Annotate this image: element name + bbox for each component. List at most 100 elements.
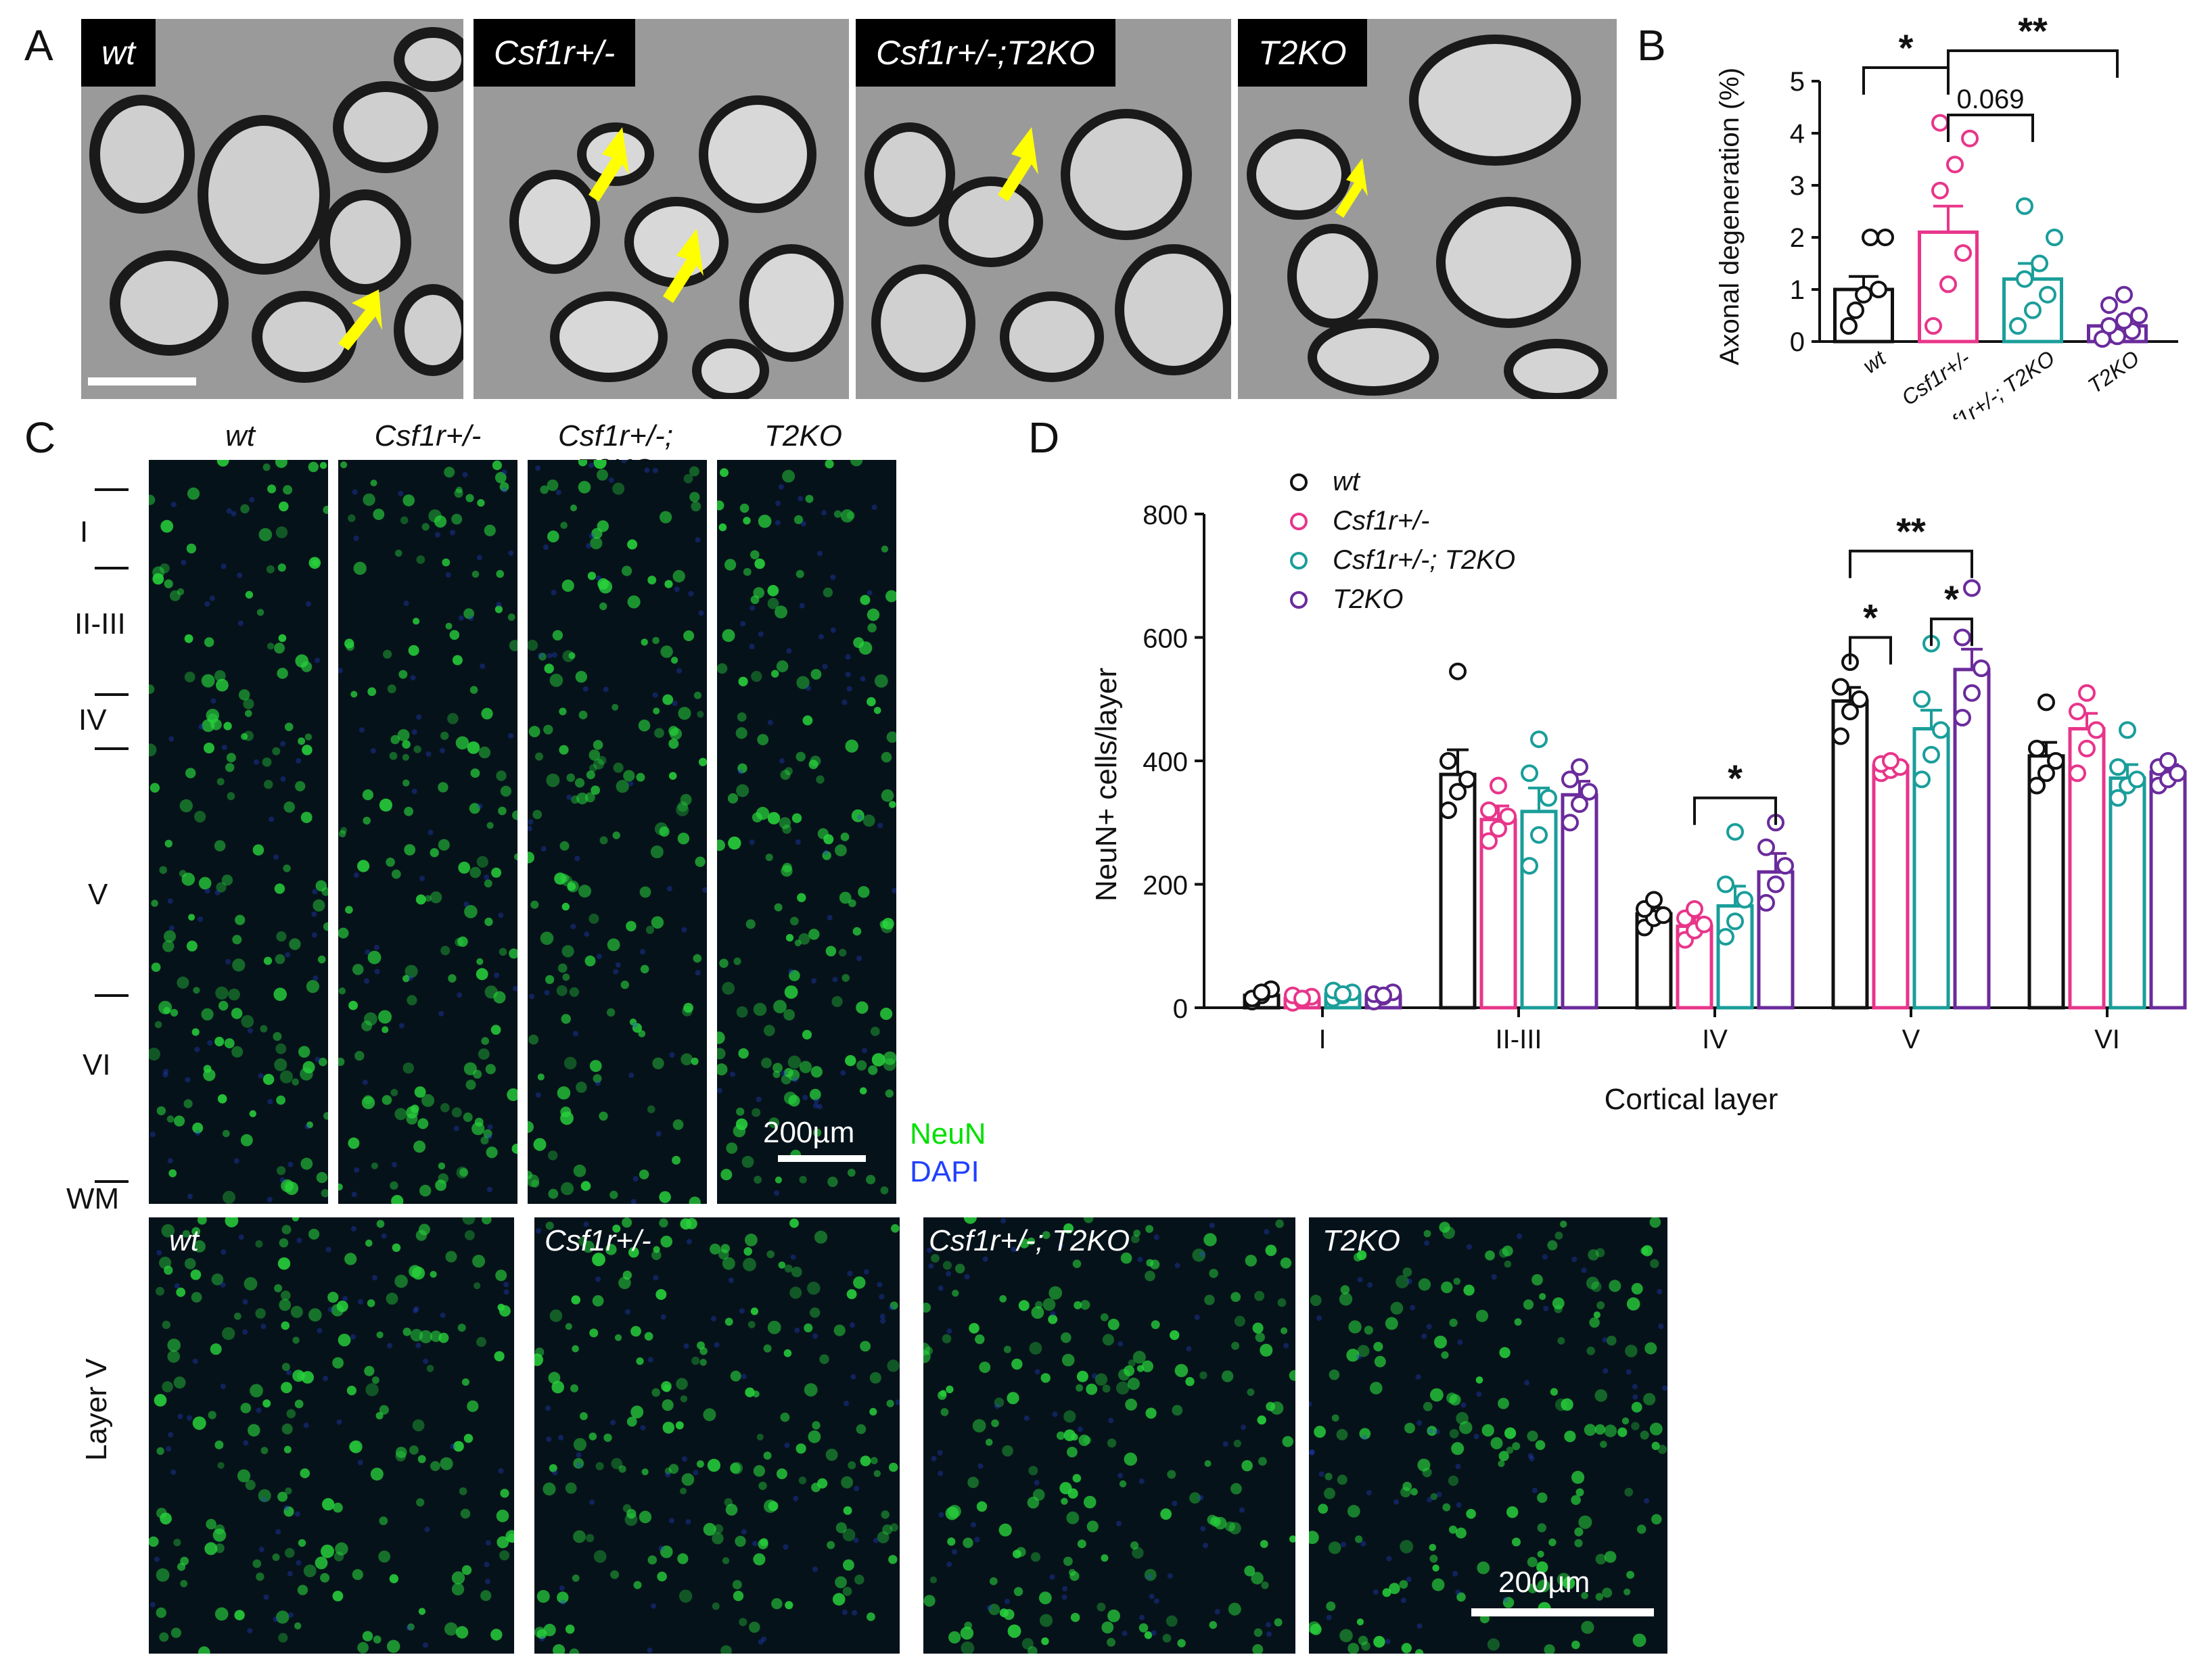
- dapi-nucleus: [237, 620, 244, 626]
- dapi-nucleus: [1214, 1609, 1220, 1614]
- neun-cell: [1523, 1299, 1534, 1310]
- dapi-nucleus: [1424, 1240, 1429, 1246]
- neun-cell: [1245, 1255, 1257, 1267]
- dapi-nucleus: [850, 1374, 856, 1380]
- em-label-csf1r: Csf1r+/-: [474, 19, 636, 87]
- neun-cell: [1550, 1388, 1558, 1396]
- neun-cell: [402, 1063, 414, 1074]
- dapi-nucleus: [539, 1636, 545, 1642]
- neun-cell: [1124, 1365, 1135, 1376]
- neun-cell: [362, 1631, 373, 1641]
- neun-cell: [292, 1217, 299, 1221]
- neun-cell: [1145, 1407, 1157, 1419]
- neun-cell: [890, 1301, 898, 1310]
- data-point: [1645, 891, 1663, 909]
- neun-cell: [203, 1069, 216, 1081]
- dapi-nucleus: [788, 968, 794, 975]
- neun-cell: [1355, 1535, 1363, 1543]
- layer-v-row-label: Layer V: [80, 1358, 113, 1461]
- dapi-nucleus: [552, 1470, 558, 1476]
- neun-cell: [741, 1156, 754, 1168]
- neun-cell: [881, 545, 889, 553]
- neun-cell: [871, 1053, 885, 1067]
- dapi-nucleus: [1138, 1478, 1145, 1485]
- dapi-nucleus: [758, 1639, 764, 1645]
- neun-cell: [323, 505, 328, 514]
- neun-cell: [166, 1115, 175, 1123]
- dapi-nucleus: [1309, 1401, 1312, 1407]
- neun-cell: [733, 957, 741, 965]
- neun-cell: [750, 1307, 758, 1315]
- dapi-nucleus: [761, 1636, 767, 1642]
- neun-cell: [1389, 1583, 1400, 1594]
- neun-cell: [170, 1008, 179, 1017]
- cortex-image-t2ko: [717, 460, 896, 1204]
- neun-cell: [402, 494, 415, 507]
- neun-cell: [745, 1387, 755, 1397]
- neun-cell: [266, 565, 275, 574]
- data-point: [1726, 822, 1744, 841]
- significance-bracket: [1849, 549, 1973, 578]
- significance-label: *: [1728, 757, 1743, 799]
- neun-cell: [1552, 1297, 1565, 1309]
- neun-cell: [1251, 1572, 1264, 1585]
- dapi-nucleus: [752, 1541, 758, 1547]
- dapi-nucleus: [586, 543, 592, 549]
- neun-cell: [474, 1282, 481, 1290]
- dapi-nucleus: [285, 952, 291, 958]
- dapi-nucleus: [174, 1283, 180, 1289]
- neun-cell: [391, 1194, 404, 1204]
- dapi-nucleus: [296, 1560, 302, 1566]
- dapi-nucleus: [357, 1299, 363, 1305]
- dapi-nucleus: [551, 652, 557, 658]
- neun-cell: [1056, 1431, 1065, 1440]
- neun-cell: [1571, 1640, 1580, 1650]
- neun-cell: [653, 707, 660, 715]
- neun-cell: [1535, 1440, 1546, 1450]
- neun-cell: [469, 866, 481, 879]
- neun-cell: [277, 1257, 291, 1270]
- data-point: [2028, 739, 2046, 757]
- neun-cell: [438, 782, 448, 793]
- dapi-nucleus: [964, 1274, 970, 1280]
- neun-cell: [284, 722, 294, 732]
- neun-cell: [810, 1066, 823, 1078]
- neun-cell: [210, 719, 222, 730]
- neun-cell: [321, 1544, 334, 1558]
- neun-cell: [1477, 1561, 1490, 1574]
- neun-cell: [289, 938, 301, 950]
- dapi-nucleus: [977, 1463, 984, 1469]
- neun-cell: [1404, 1422, 1415, 1434]
- neun-cell: [712, 1602, 720, 1610]
- neun-cell: [151, 900, 158, 907]
- neun-cell: [225, 1217, 239, 1228]
- dapi-nucleus: [485, 1540, 491, 1546]
- data-point: [1963, 684, 1981, 702]
- neun-cell: [455, 937, 464, 947]
- p-value-label: 0.069: [1956, 85, 2024, 114]
- dapi-nucleus: [758, 631, 764, 637]
- neun-cell: [816, 775, 825, 784]
- neun-cell: [149, 494, 156, 505]
- dapi-nucleus: [428, 829, 434, 835]
- neun-cell: [561, 945, 574, 958]
- dapi-nucleus: [156, 1250, 162, 1256]
- neun-cell: [167, 1338, 181, 1352]
- neun-cell: [1041, 1637, 1049, 1646]
- neun-cell: [835, 1576, 847, 1589]
- neun-cell: [233, 1312, 241, 1320]
- data-point: [1832, 727, 1849, 745]
- neun-cell: [1466, 1509, 1476, 1519]
- neun-cell: [221, 874, 233, 886]
- neun-cell: [281, 1321, 290, 1330]
- neun-cell: [856, 1424, 867, 1434]
- dapi-nucleus: [756, 1096, 762, 1102]
- neun-cell: [722, 1257, 735, 1270]
- neun-cell: [379, 1405, 389, 1415]
- dapi-nucleus: [842, 699, 848, 705]
- data-point: [1726, 912, 1744, 931]
- data-point: [1932, 721, 1950, 739]
- neun-cell: [275, 1043, 287, 1054]
- neun-cell: [825, 1449, 838, 1461]
- neun-cell: [402, 740, 411, 749]
